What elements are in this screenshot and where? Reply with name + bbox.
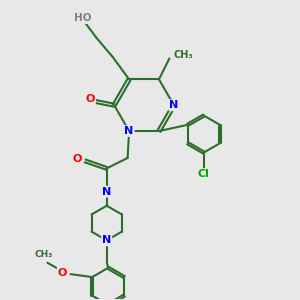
Text: O: O bbox=[58, 268, 67, 278]
Text: N: N bbox=[169, 100, 178, 110]
Text: O: O bbox=[73, 154, 82, 164]
Text: CH₃: CH₃ bbox=[35, 250, 53, 259]
Text: O: O bbox=[85, 94, 95, 104]
Text: N: N bbox=[102, 236, 111, 245]
Text: N: N bbox=[102, 187, 111, 197]
Text: N: N bbox=[124, 126, 134, 136]
Text: HO: HO bbox=[74, 13, 92, 23]
Text: Cl: Cl bbox=[198, 169, 210, 179]
Text: CH₃: CH₃ bbox=[174, 50, 194, 61]
